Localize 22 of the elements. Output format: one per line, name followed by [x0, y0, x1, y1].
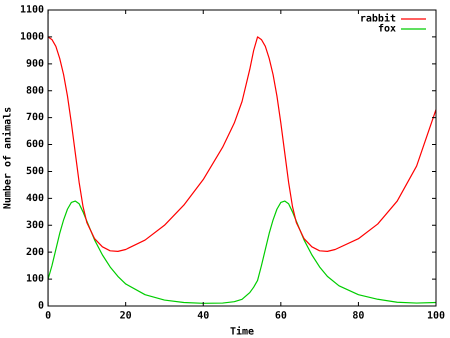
y-tick-label: 800	[26, 85, 44, 96]
y-tick-label: 100	[26, 274, 44, 285]
y-tick-label: 600	[26, 139, 44, 150]
x-axis-title: Time	[230, 326, 254, 338]
x-tick-label: 20	[120, 310, 132, 322]
y-tick-label: 700	[26, 112, 44, 124]
y-tick-label: 500	[26, 166, 44, 178]
x-tick-label: 100	[426, 310, 446, 322]
y-tick-label: 900	[26, 58, 44, 70]
x-tick-label: 0	[45, 310, 52, 322]
y-tick-label: 1100	[20, 4, 44, 16]
y-tick-label: 300	[26, 220, 44, 231]
y-tick-label: 200	[26, 246, 44, 258]
legend-label: rabbit	[360, 12, 396, 25]
legend-label: fox	[378, 24, 396, 35]
y-tick-label: 400	[26, 192, 44, 204]
x-tick-label: 80	[352, 310, 364, 322]
x-tick-label: 60	[274, 310, 287, 322]
y-axis-title: Number of animals	[2, 106, 14, 210]
y-tick-label: 0	[38, 300, 44, 312]
y-tick-label: 1000	[20, 32, 44, 43]
x-tick-label: 40	[197, 310, 210, 322]
